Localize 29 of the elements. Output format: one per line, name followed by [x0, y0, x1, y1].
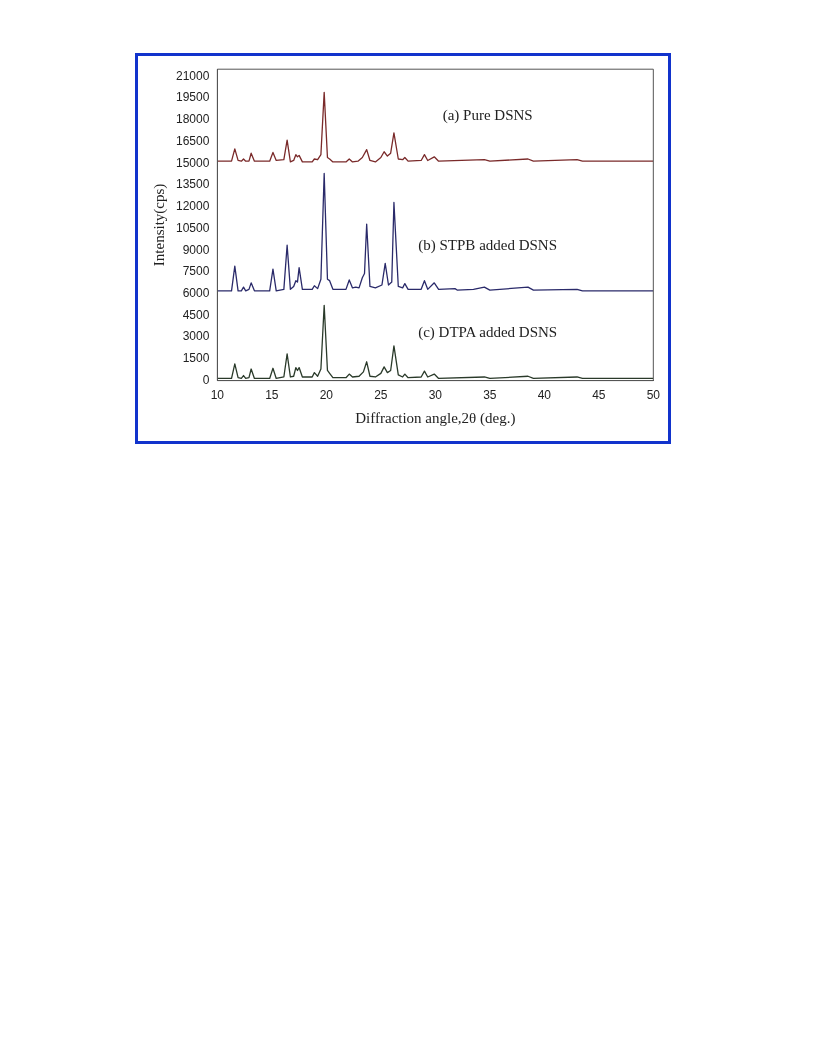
y-tick-label: 6000 [182, 286, 210, 301]
x-tick-label: 15 [265, 388, 279, 403]
y-tick-label: 16500 [175, 133, 210, 148]
x-tick-label: 10 [210, 388, 225, 403]
x-tick-label: 35 [483, 388, 497, 403]
y-tick-label: 18000 [175, 112, 210, 127]
x-tick-label: 50 [646, 388, 661, 403]
x-tick-label: 25 [374, 388, 388, 403]
x-tick-label: 40 [537, 388, 552, 403]
y-tick-label: 21000 [175, 68, 210, 83]
series-label: (c) DTPA added DSNS [418, 324, 558, 342]
x-tick-label: 30 [428, 388, 443, 403]
y-tick-label: 9000 [182, 242, 210, 257]
x-tick-label: 45 [592, 388, 606, 403]
y-tick-label: 12000 [175, 199, 210, 214]
y-tick-label: 3000 [182, 329, 210, 344]
y-tick-label: 4500 [182, 307, 210, 322]
y-tick-label: 10500 [175, 220, 210, 235]
y-tick-label: 15000 [175, 155, 210, 170]
y-tick-label: 0 [202, 372, 210, 387]
text: (a) Pure DSNS [442, 107, 533, 125]
series-label: (b) STPB added DSNS [418, 236, 558, 254]
y-tick-label: 7500 [182, 264, 210, 279]
y-tick-label: 19500 [175, 90, 210, 105]
y-tick-label: 1500 [182, 351, 210, 366]
x-tick-label: 20 [319, 388, 334, 403]
y-tick-label: 13500 [175, 177, 210, 192]
y-axis-title: Intensity(cps) [150, 183, 168, 267]
x-axis-title: Diffraction angle,2θ (deg.) [355, 409, 516, 427]
